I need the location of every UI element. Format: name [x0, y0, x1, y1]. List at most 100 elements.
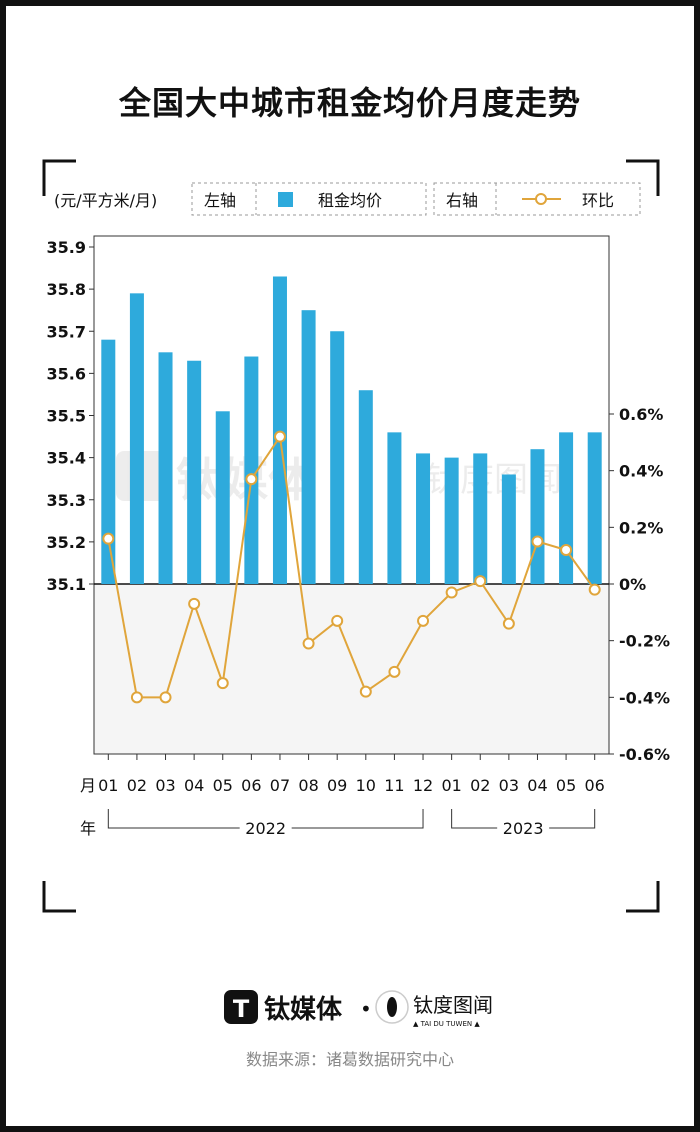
bar	[244, 356, 259, 584]
year-label: 2023	[503, 819, 544, 838]
legend-right-box	[433, 182, 641, 216]
x-tick-label: 06	[241, 776, 261, 795]
right-tick-label: 0.6%	[619, 405, 663, 424]
legend-left-box	[191, 182, 427, 216]
line-point	[502, 617, 515, 630]
left-tick-label: 35.6	[47, 364, 86, 383]
x-tick-label: 11	[384, 776, 404, 795]
x-tick-label: 10	[356, 776, 376, 795]
bar	[301, 310, 316, 584]
line-point	[331, 614, 344, 627]
x-tick-label: 04	[184, 776, 204, 795]
right-tick-label: -0.6%	[619, 745, 670, 764]
bar-series	[101, 276, 602, 584]
x-tick-label: 09	[327, 776, 347, 795]
bar	[330, 331, 345, 584]
x-tick-label: 05	[556, 776, 576, 795]
line-point	[359, 685, 372, 698]
brand-name2-sub: ▲ TAI DU TUWEN ▲	[413, 1020, 480, 1028]
corner-brackets	[42, 159, 660, 913]
right-tick-label: 0.2%	[619, 518, 663, 537]
corner-bracket-tl	[42, 159, 76, 196]
x-tick-label: 02	[127, 776, 147, 795]
right-axis: 0.6% 0.4% 0.2% 0% -0.2% -0.4% -0.6%	[609, 405, 670, 764]
legend: (元/平方米/月) 左轴 租金均价 右轴 环比	[54, 182, 641, 216]
bar	[501, 474, 516, 584]
left-tick-label: 35.1	[47, 575, 86, 594]
left-tick-label: 35.8	[47, 280, 86, 299]
legend-left-axis: 左轴	[204, 191, 236, 210]
year-label: 2022	[245, 819, 286, 838]
line-point	[445, 586, 458, 599]
line-point	[216, 677, 229, 690]
left-tick-label: 35.3	[47, 491, 86, 510]
line-path	[107, 433, 596, 699]
left-tick-label: 35.7	[47, 322, 86, 341]
bar	[358, 390, 373, 584]
left-tick-label: 35.5	[47, 407, 86, 426]
bar	[587, 432, 602, 584]
line-point	[588, 583, 601, 596]
line-point	[188, 597, 201, 610]
line-point	[560, 544, 573, 556]
year-bracket-right	[291, 809, 424, 829]
right-tick-label: 0%	[619, 575, 646, 594]
legend-line-label: 环比	[582, 191, 614, 210]
brand-dot: •	[360, 997, 372, 1021]
corner-bracket-bl	[42, 881, 76, 913]
bar	[444, 457, 459, 584]
page: 全国大中城市租金均价月度走势 (元/平方米/月) 左轴 租金均价 右轴 环比	[6, 6, 694, 1126]
x-tick-label: 07	[270, 776, 290, 795]
chart-title: 全国大中城市租金均价月度走势	[118, 84, 581, 122]
corner-bracket-br	[626, 881, 660, 913]
x-tick-label: 12	[413, 776, 433, 795]
bar	[129, 293, 144, 584]
bar	[559, 432, 574, 584]
x-tick-label: 08	[298, 776, 318, 795]
x-tick-label: 01	[441, 776, 461, 795]
line-point	[302, 637, 315, 650]
right-tick-label: -0.4%	[619, 688, 670, 707]
x-axis-month-label: 月	[80, 776, 96, 795]
brand-logo-icon	[224, 990, 258, 1024]
legend-right-axis: 右轴	[446, 191, 478, 210]
bar	[387, 432, 402, 584]
legend-line-marker	[535, 193, 547, 205]
line-point	[531, 535, 544, 548]
line-point	[159, 691, 172, 704]
x-tick-label: 06	[585, 776, 605, 795]
line-point	[102, 532, 115, 545]
left-tick-label: 35.9	[47, 238, 86, 257]
right-tick-label: -0.2%	[619, 632, 670, 651]
line-point	[130, 691, 143, 704]
x-tick-label: 01	[98, 776, 118, 795]
x-axis: 01 02 03 04 05 06 07 08 09 10 11 12 01 02 03 04 05 06	[98, 754, 605, 795]
bar	[187, 360, 202, 584]
bar	[158, 352, 173, 584]
brand-footer: T 钛媒体 • 钛度图闻 ▲ TAI DU TUWEN ▲	[6, 986, 694, 1030]
line-series	[102, 430, 601, 704]
brand-name2: 钛度图闻	[413, 993, 493, 1017]
data-source: 数据来源：诸葛数据研究中心	[245, 1050, 454, 1069]
brand2-circle-icon	[375, 990, 409, 1024]
year-brackets: 2022 2023	[107, 809, 596, 838]
legend-unit: (元/平方米/月)	[54, 191, 157, 210]
legend-bar-swatch	[278, 192, 293, 207]
right-tick-label: 0.4%	[619, 462, 663, 481]
left-tick-label: 35.2	[47, 533, 86, 552]
x-tick-label: 02	[470, 776, 490, 795]
x-tick-label: 05	[213, 776, 233, 795]
year-bracket-left	[451, 809, 498, 829]
bar	[272, 276, 287, 584]
left-tick-label: 35.4	[47, 449, 86, 468]
line-point	[245, 473, 258, 486]
bar	[215, 411, 230, 584]
chart: (元/平方米/月) 左轴 租金均价 右轴 环比 钛媒体 钛度图闻 35.135.…	[42, 159, 670, 913]
legend-bar-label: 租金均价	[318, 191, 382, 210]
bar	[101, 339, 116, 584]
corner-bracket-tr	[626, 159, 660, 196]
line-point	[474, 575, 487, 588]
line-point	[273, 430, 286, 443]
x-axis-year-label: 年	[80, 819, 96, 838]
brand2-eye-icon	[387, 997, 397, 1017]
